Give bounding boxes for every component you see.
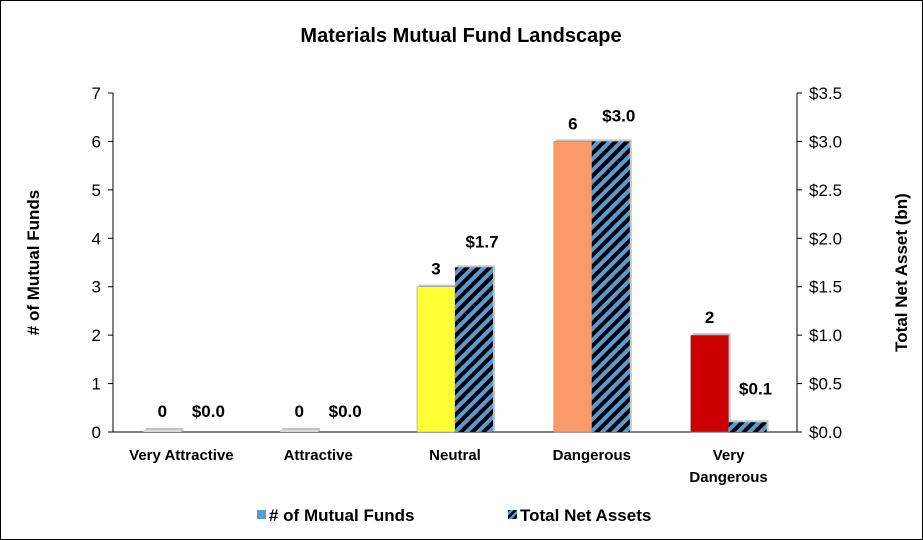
x-category-label: Very xyxy=(713,447,745,464)
chart-title: Materials Mutual Fund Landscape xyxy=(300,25,621,47)
y-tick-label-right: $1.5 xyxy=(809,278,842,297)
y-tick-label-right: $1.0 xyxy=(809,326,842,345)
net-assets-label: $1.7 xyxy=(465,232,498,251)
x-category-label: Neutral xyxy=(429,447,481,464)
fund-count-bar xyxy=(553,141,593,433)
x-category-label: Dangerous xyxy=(689,469,767,486)
y-axis-title-right: Total Net Asset (bn) xyxy=(892,193,911,352)
x-category-label: Very Attractive xyxy=(129,447,234,464)
x-category-label: Dangerous xyxy=(553,447,631,464)
y-tick-label-right: $2.5 xyxy=(809,181,842,200)
y-tick-label-left: 3 xyxy=(92,278,101,297)
x-category-label: Attractive xyxy=(284,447,353,464)
net-assets-bar xyxy=(591,141,630,432)
fund-count-label: 0 xyxy=(158,402,167,421)
y-tick-label-left: 0 xyxy=(92,423,101,442)
fund-count-label: 3 xyxy=(431,260,440,279)
fund-count-label: 6 xyxy=(568,114,577,133)
net-assets-label: $0.0 xyxy=(192,402,225,421)
y-tick-label-left: 1 xyxy=(92,375,101,394)
legend-swatch-net-assets xyxy=(508,510,517,519)
fund-count-label: 0 xyxy=(294,402,303,421)
fund-count-bar xyxy=(143,430,182,432)
y-tick-label-right: $3.5 xyxy=(809,84,842,103)
fund-count-label: 2 xyxy=(705,308,714,327)
net-assets-label: $0.0 xyxy=(329,402,362,421)
y-tick-label-right: $3.0 xyxy=(809,132,842,151)
legend-swatch-fund-count xyxy=(257,510,266,519)
y-tick-label-left: 6 xyxy=(92,132,101,151)
net-assets-label: $3.0 xyxy=(602,106,635,125)
legend-label-net-assets: Total Net Assets xyxy=(520,506,651,525)
fund-count-bar xyxy=(280,430,319,432)
y-tick-label-right: $0.0 xyxy=(809,423,842,442)
y-tick-label-right: $0.5 xyxy=(809,375,842,394)
net-assets-bar xyxy=(455,267,493,432)
y-tick-label-left: 5 xyxy=(92,181,101,200)
y-tick-label-left: 4 xyxy=(92,229,101,248)
y-axis-title-left: # of Mutual Funds xyxy=(24,190,43,335)
net-assets-bar xyxy=(728,422,767,432)
y-tick-label-right: $2.0 xyxy=(809,229,842,248)
y-tick-label-left: 7 xyxy=(92,84,101,103)
fund-count-bar xyxy=(690,334,729,433)
y-tick-label-left: 2 xyxy=(92,326,101,345)
net-assets-label: $0.1 xyxy=(739,379,772,398)
fund-count-bar xyxy=(416,286,456,433)
legend-label-fund-count: # of Mutual Funds xyxy=(269,506,414,525)
